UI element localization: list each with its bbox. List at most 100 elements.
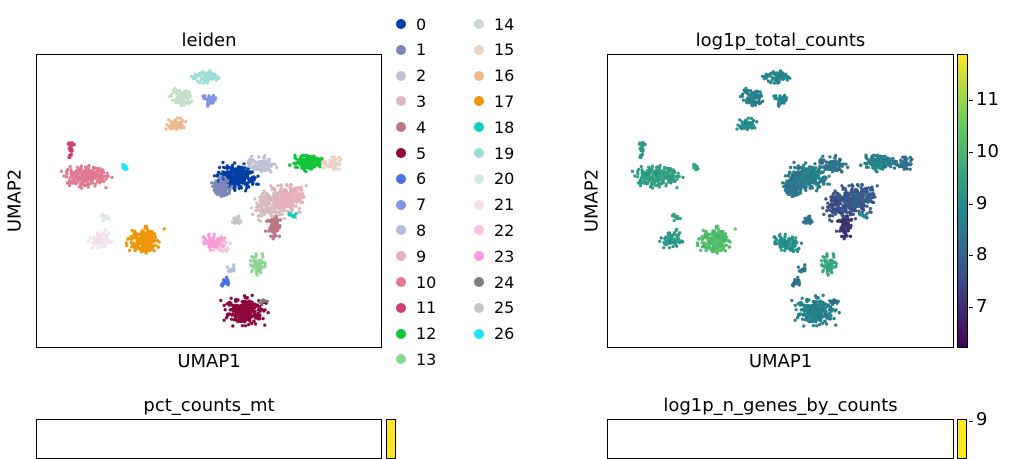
legend-marker-1 bbox=[396, 44, 406, 55]
legend-marker-24 bbox=[474, 277, 484, 287]
legend-label-25: 25 bbox=[494, 298, 515, 318]
cluster-20-points bbox=[99, 212, 111, 223]
cluster-4-counts-points bbox=[835, 214, 853, 241]
n-genes-colorbar bbox=[957, 419, 967, 459]
cluster-19-points bbox=[190, 69, 221, 85]
legend-item-0: 0 bbox=[396, 14, 426, 34]
legend-item-8: 8 bbox=[396, 220, 426, 240]
cluster-25-points bbox=[230, 214, 243, 226]
legend-marker-26 bbox=[474, 328, 484, 339]
legend-marker-5 bbox=[396, 148, 406, 158]
cluster-14-counts-points bbox=[739, 86, 765, 108]
cluster-10-points bbox=[59, 163, 114, 190]
colorbar-tick-10: 10 bbox=[976, 141, 999, 162]
colorbar-tickmark-7 bbox=[969, 306, 973, 308]
pct-mt-plot-area bbox=[36, 419, 382, 459]
legend-item-2: 2 bbox=[396, 66, 426, 86]
legend-item-4: 4 bbox=[396, 117, 426, 137]
legend-item-24: 24 bbox=[474, 272, 514, 292]
cluster-1-counts-points bbox=[781, 174, 805, 199]
legend-marker-6 bbox=[396, 173, 406, 184]
cluster-2-counts-points bbox=[818, 154, 850, 174]
legend-label-12: 12 bbox=[416, 324, 437, 344]
legend-label-1: 1 bbox=[416, 40, 427, 60]
legend-item-9: 9 bbox=[396, 246, 426, 266]
legend-label-0: 0 bbox=[416, 14, 427, 34]
legend-marker-23 bbox=[474, 251, 484, 262]
cluster-10-counts-points bbox=[630, 163, 685, 190]
leiden-plot-area bbox=[36, 54, 382, 348]
cluster-19-counts-points bbox=[761, 69, 792, 85]
legend-label-22: 22 bbox=[494, 220, 515, 240]
cluster-16-counts-points bbox=[735, 116, 759, 131]
colorbar-tick-8: 8 bbox=[976, 244, 988, 266]
legend-item-5: 5 bbox=[396, 143, 426, 163]
legend-item-11: 11 bbox=[396, 298, 436, 318]
cluster-16-points bbox=[164, 116, 188, 131]
legend-marker-16 bbox=[474, 70, 484, 81]
cluster-5-counts-points bbox=[790, 293, 841, 328]
legend-item-25: 25 bbox=[474, 298, 514, 318]
cluster-15-counts-points bbox=[892, 155, 914, 171]
cluster-18-counts-points bbox=[858, 211, 869, 219]
legend-marker-9 bbox=[396, 251, 406, 262]
legend-label-4: 4 bbox=[416, 117, 427, 137]
legend-item-22: 22 bbox=[474, 220, 514, 240]
legend-item-6: 6 bbox=[396, 169, 426, 189]
legend-marker-10 bbox=[396, 277, 406, 287]
legend-label-10: 10 bbox=[416, 272, 437, 292]
total-counts-ylabel: UMAP2 bbox=[581, 168, 603, 233]
legend-item-19: 19 bbox=[474, 143, 514, 163]
cluster-8-points bbox=[225, 263, 236, 274]
cluster-11-counts-points bbox=[637, 141, 647, 160]
cluster-21-counts-points bbox=[658, 227, 685, 250]
total-counts-plot-area bbox=[607, 54, 954, 348]
pct-mt-title: pct_counts_mt bbox=[143, 395, 275, 416]
cluster-26-counts-points bbox=[692, 163, 700, 172]
legend-label-11: 11 bbox=[416, 298, 437, 318]
legend-marker-25 bbox=[474, 302, 484, 313]
cluster-6-points bbox=[219, 275, 231, 288]
legend-marker-15 bbox=[474, 44, 484, 55]
cluster-17-counts-points bbox=[695, 224, 737, 255]
cluster-6-counts-points bbox=[790, 275, 802, 288]
n-genes-title: log1p_n_genes_by_counts bbox=[663, 395, 898, 416]
cluster-24-counts-points bbox=[829, 298, 840, 306]
legend-item-21: 21 bbox=[474, 195, 514, 215]
cluster-24-points bbox=[258, 298, 269, 306]
legend-label-16: 16 bbox=[494, 66, 515, 86]
legend-label-15: 15 bbox=[494, 40, 515, 60]
legend-marker-0 bbox=[396, 19, 406, 29]
cluster-8-counts-points bbox=[796, 263, 807, 274]
legend-marker-13 bbox=[396, 354, 406, 365]
cluster-14-points bbox=[168, 86, 194, 108]
cluster-9-counts-points bbox=[840, 182, 879, 214]
legend-item-17: 17 bbox=[474, 91, 514, 111]
legend-marker-8 bbox=[396, 225, 406, 236]
legend-label-13: 13 bbox=[416, 349, 437, 369]
legend-marker-19 bbox=[474, 148, 484, 158]
cluster-25-counts-points bbox=[801, 214, 814, 226]
legend-label-23: 23 bbox=[494, 246, 515, 266]
cluster-26-points bbox=[121, 163, 129, 172]
legend-marker-4 bbox=[396, 122, 406, 133]
cluster-13-points bbox=[249, 252, 267, 277]
legend-marker-22 bbox=[474, 225, 484, 236]
legend-label-7: 7 bbox=[416, 195, 427, 215]
legend-item-14: 14 bbox=[474, 14, 514, 34]
leiden-title: leiden bbox=[181, 30, 237, 51]
colorbar-tick-9: 9 bbox=[976, 192, 988, 214]
colorbar-tickmark-11 bbox=[969, 100, 973, 102]
cluster-20-counts-points bbox=[670, 212, 682, 223]
cluster-23-counts-points bbox=[772, 232, 798, 252]
legend-marker-14 bbox=[474, 19, 484, 29]
legend-label-9: 9 bbox=[416, 246, 427, 266]
colorbar-tick-7: 7 bbox=[976, 295, 988, 317]
leiden-ylabel: UMAP2 bbox=[4, 168, 26, 233]
colorbar-tickmark-9 bbox=[969, 203, 973, 205]
cluster-21-points bbox=[87, 227, 114, 250]
legend-label-5: 5 bbox=[416, 143, 427, 163]
pct-mt-colorbar bbox=[386, 419, 396, 459]
legend-item-13: 13 bbox=[396, 349, 436, 369]
legend-label-20: 20 bbox=[494, 169, 515, 189]
